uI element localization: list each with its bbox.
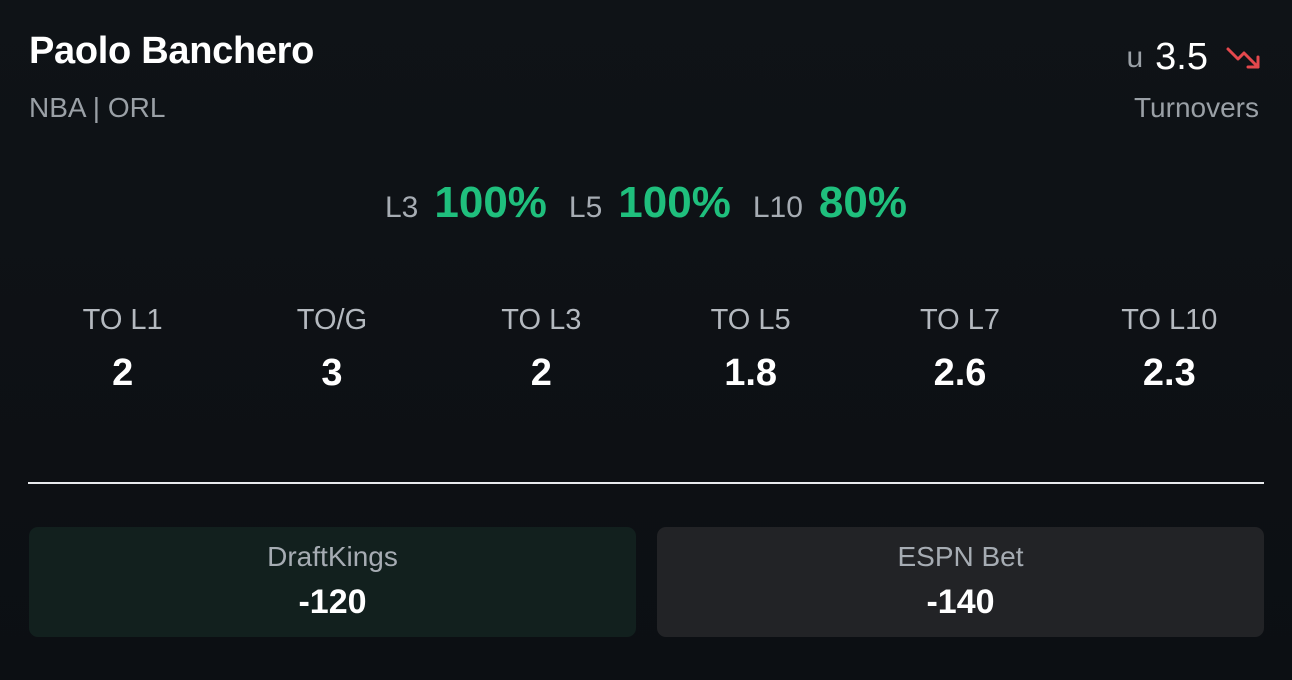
stat-value: 2.3 <box>1142 352 1196 394</box>
stat-to-l7: TO L7 2.6 <box>855 304 1064 395</box>
hit-rate-value: 80% <box>818 178 907 227</box>
prop-line: u 3.5 <box>1126 36 1264 79</box>
divider <box>28 482 1264 484</box>
hit-rate-l5: L5 100% <box>569 178 731 228</box>
stat-to-l10: TO L10 2.3 <box>1065 304 1274 395</box>
stat-label: TO L5 <box>710 304 791 336</box>
stat-value: 1.8 <box>724 352 778 394</box>
stat-to-l3: TO L3 2 <box>437 304 646 395</box>
book-name: DraftKings <box>267 541 398 572</box>
player-name: Paolo Banchero <box>29 30 315 72</box>
book-espn-bet-button[interactable]: ESPN Bet -140 <box>657 527 1264 637</box>
stat-type: Turnovers <box>1133 92 1259 123</box>
trending-down-icon <box>1224 43 1264 73</box>
hit-rate-value: 100% <box>434 178 547 227</box>
stat-value: 2 <box>112 352 134 394</box>
line-value: 3.5 <box>1155 36 1208 78</box>
hit-rate-value: 100% <box>618 178 731 227</box>
player-league-team: NBA | ORL <box>29 92 166 123</box>
stat-label: TO L1 <box>82 304 163 336</box>
book-name: ESPN Bet <box>897 541 1024 572</box>
hit-rate-l3: L3 100% <box>385 178 547 228</box>
hit-rate-label: L5 <box>568 191 603 224</box>
stat-to-l1: TO L1 2 <box>18 304 227 395</box>
stat-label: TO/G <box>296 304 368 336</box>
line-direction: u <box>1126 40 1144 74</box>
book-odds: -140 <box>926 583 995 621</box>
hit-rate-l10: L10 80% <box>753 178 907 228</box>
stat-value: 2 <box>530 352 552 394</box>
stat-to-l5: TO L5 1.8 <box>646 304 855 395</box>
hit-rate-label: L10 <box>752 191 803 224</box>
stat-label: TO L3 <box>501 304 582 336</box>
hit-rates: L3 100% L5 100% L10 80% <box>0 178 1292 228</box>
stat-to-per-game: TO/G 3 <box>227 304 436 395</box>
stat-value: 2.6 <box>933 352 987 394</box>
stat-label: TO L10 <box>1121 304 1218 336</box>
stat-value: 3 <box>321 352 343 394</box>
book-draftkings-button[interactable]: DraftKings -120 <box>29 527 636 637</box>
hit-rate-label: L3 <box>385 191 419 224</box>
stat-label: TO L7 <box>919 304 1000 336</box>
stats-row: TO L1 2 TO/G 3 TO L3 2 TO L5 1.8 TO L7 2… <box>18 304 1274 395</box>
book-odds: -120 <box>298 583 367 621</box>
